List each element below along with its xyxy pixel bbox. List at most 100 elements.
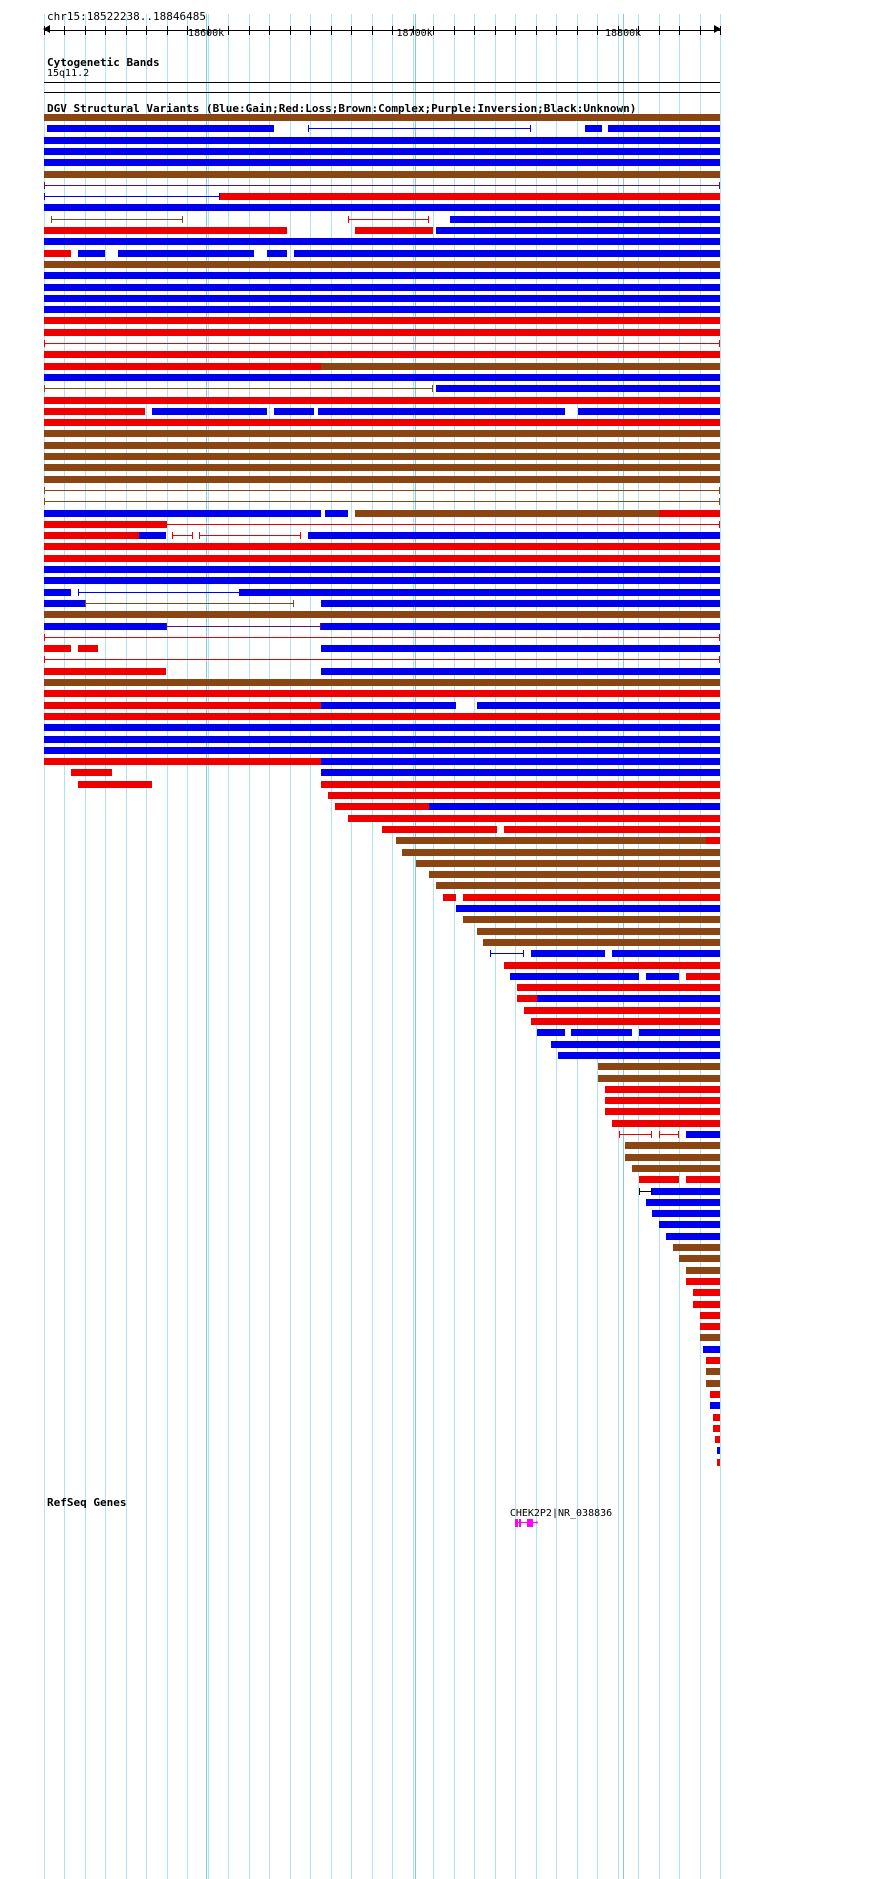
gene-exon-block[interactable] [515, 1519, 518, 1527]
variant-bar[interactable] [44, 238, 720, 246]
variant-bar[interactable] [321, 667, 720, 675]
variant-bar[interactable] [429, 871, 720, 879]
variant-bar[interactable] [44, 294, 720, 302]
variant-bar[interactable] [44, 588, 72, 596]
variant-bar[interactable] [449, 215, 720, 223]
variant-bar[interactable] [44, 701, 322, 709]
variant-bar[interactable] [47, 125, 274, 133]
variant-span-line[interactable] [50, 218, 183, 220]
variant-bar[interactable] [652, 1210, 720, 1218]
variant-bar[interactable] [608, 125, 720, 133]
variant-bar[interactable] [44, 622, 166, 630]
variant-bar[interactable] [44, 464, 720, 472]
variant-bar[interactable] [611, 950, 720, 958]
variant-bar[interactable] [659, 1221, 720, 1229]
variant-span-line[interactable] [44, 659, 720, 661]
variant-bar[interactable] [327, 792, 720, 799]
variant-bar[interactable] [44, 328, 720, 336]
variant-bar[interactable] [483, 938, 720, 946]
variant-bar[interactable] [530, 950, 606, 958]
variant-bar[interactable] [510, 972, 639, 980]
variant-bar[interactable] [44, 114, 720, 121]
variant-bar[interactable] [44, 283, 720, 291]
variant-bar[interactable] [686, 1277, 720, 1285]
variant-bar[interactable] [638, 1176, 680, 1184]
variant-bar[interactable] [584, 125, 602, 133]
variant-bar[interactable] [717, 1458, 720, 1466]
variant-bar[interactable] [44, 509, 322, 517]
variant-bar[interactable] [557, 1051, 720, 1059]
variant-bar[interactable] [44, 520, 166, 528]
variant-bar[interactable] [44, 272, 720, 280]
variant-bar[interactable] [44, 249, 72, 257]
variant-bar[interactable] [429, 803, 720, 811]
variant-bar[interactable] [703, 1345, 720, 1353]
variant-bar[interactable] [44, 645, 72, 653]
variant-bar[interactable] [118, 249, 254, 257]
variant-bar[interactable] [706, 1368, 720, 1376]
variant-bar[interactable] [44, 746, 720, 754]
variant-span-line[interactable] [44, 196, 220, 198]
variant-span-line[interactable] [44, 501, 720, 503]
variant-bar[interactable] [645, 1198, 720, 1206]
variant-bar[interactable] [665, 1232, 707, 1240]
variant-bar[interactable] [77, 780, 153, 788]
variant-span-line[interactable] [490, 953, 524, 955]
variant-span-line[interactable] [44, 184, 720, 186]
variant-bar[interactable] [382, 825, 497, 833]
variant-bar[interactable] [44, 441, 720, 449]
variant-bar[interactable] [44, 735, 720, 743]
variant-bar[interactable] [44, 554, 720, 562]
variant-bar[interactable] [44, 317, 720, 325]
variant-bar[interactable] [686, 972, 720, 980]
variant-bar[interactable] [537, 1029, 565, 1037]
variant-bar[interactable] [321, 645, 720, 653]
variant-bar[interactable] [44, 204, 720, 212]
variant-bar[interactable] [716, 1447, 720, 1455]
variant-bar[interactable] [578, 407, 720, 415]
variant-bar[interactable] [118, 712, 720, 720]
variant-bar[interactable] [436, 882, 720, 890]
variant-bar[interactable] [638, 1029, 720, 1037]
gene-exon-block[interactable] [530, 1519, 533, 1527]
variant-bar[interactable] [679, 1255, 720, 1263]
variant-bar[interactable] [652, 1187, 720, 1195]
variant-bar[interactable] [706, 1357, 720, 1364]
variant-bar[interactable] [240, 588, 720, 596]
variant-bar[interactable] [334, 803, 430, 811]
variant-bar[interactable] [44, 690, 720, 698]
variant-bar[interactable] [699, 1334, 720, 1342]
variant-span-line[interactable] [172, 535, 193, 537]
variant-bar[interactable] [463, 916, 720, 924]
variant-bar[interactable] [44, 543, 720, 551]
variant-bar[interactable] [307, 532, 720, 540]
variant-bar[interactable] [476, 927, 720, 935]
variant-bar[interactable] [44, 599, 85, 607]
variant-bar[interactable] [463, 893, 720, 901]
variant-bar[interactable] [517, 984, 720, 992]
variant-bar[interactable] [537, 995, 720, 1003]
variant-bar[interactable] [706, 837, 720, 845]
variant-bar[interactable] [44, 136, 720, 144]
variant-span-line[interactable] [618, 1134, 653, 1135]
variant-bar[interactable] [686, 1266, 720, 1274]
variant-bar[interactable] [44, 407, 146, 415]
variant-bar[interactable] [598, 1063, 720, 1071]
variant-bar[interactable] [571, 1029, 633, 1037]
variant-bar[interactable] [294, 249, 720, 257]
variant-bar[interactable] [517, 995, 538, 1003]
variant-bar[interactable] [476, 701, 720, 709]
variant-bar[interactable] [138, 532, 166, 540]
gene-label[interactable]: CHEK2P2|NR_038836 [509, 1508, 613, 1519]
variant-bar[interactable] [530, 1018, 720, 1025]
variant-span-line[interactable] [44, 388, 433, 390]
variant-span-line[interactable] [199, 535, 301, 537]
gene-exon-block[interactable] [518, 1519, 522, 1527]
variant-bar[interactable] [321, 622, 720, 630]
variant-span-line[interactable] [165, 625, 322, 627]
variant-bar[interactable] [699, 1311, 720, 1319]
variant-bar[interactable] [44, 430, 720, 438]
variant-bar[interactable] [267, 249, 288, 257]
variant-bar[interactable] [442, 893, 457, 901]
variant-bar[interactable] [503, 825, 720, 833]
